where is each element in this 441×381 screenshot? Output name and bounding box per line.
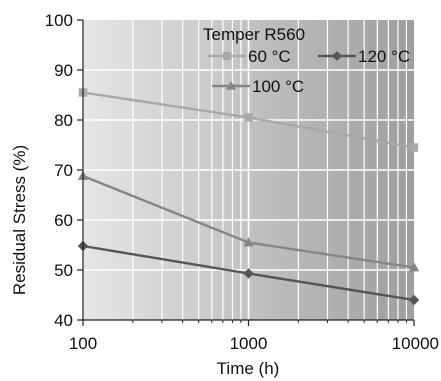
grid-lines <box>83 20 414 320</box>
data-point <box>408 294 420 306</box>
y-tick-label: 100 <box>45 11 73 30</box>
y-axis-label: Residual Stress (%) <box>10 145 29 295</box>
legend-label: 120 °C <box>358 47 410 66</box>
legend-entry-3: 100 °C <box>212 77 304 96</box>
legend: Temper R560 60 °C 120 °C 100 °C <box>203 25 410 96</box>
y-tick-label: 50 <box>54 261 73 280</box>
y-tick-label: 80 <box>54 111 73 130</box>
data-point <box>244 113 253 122</box>
data-point <box>243 237 254 247</box>
y-tick-label: 40 <box>54 311 73 330</box>
legend-label: 60 °C <box>248 47 291 66</box>
legend-marker <box>223 52 231 60</box>
axes: 40 50 60 70 80 90 100 100 1000 10000 <box>45 11 439 353</box>
y-tick-label: 60 <box>54 211 73 230</box>
legend-marker <box>332 51 342 61</box>
data-point <box>409 143 419 152</box>
x-tick-label: 100 <box>69 334 97 353</box>
x-tick-label: 10000 <box>392 334 439 353</box>
y-tick-label: 90 <box>54 61 73 80</box>
x-axis-label: Time (h) <box>217 359 280 378</box>
legend-title: Temper R560 <box>203 25 305 44</box>
legend-label: 100 °C <box>252 77 304 96</box>
x-tick-label: 1000 <box>230 334 268 353</box>
data-point <box>408 262 420 272</box>
data-point <box>243 268 254 279</box>
legend-marker <box>226 81 236 90</box>
legend-entry-2: 120 °C <box>318 47 410 66</box>
legend-entry-1: 60 °C <box>208 47 291 66</box>
y-tick-label: 70 <box>54 161 73 180</box>
